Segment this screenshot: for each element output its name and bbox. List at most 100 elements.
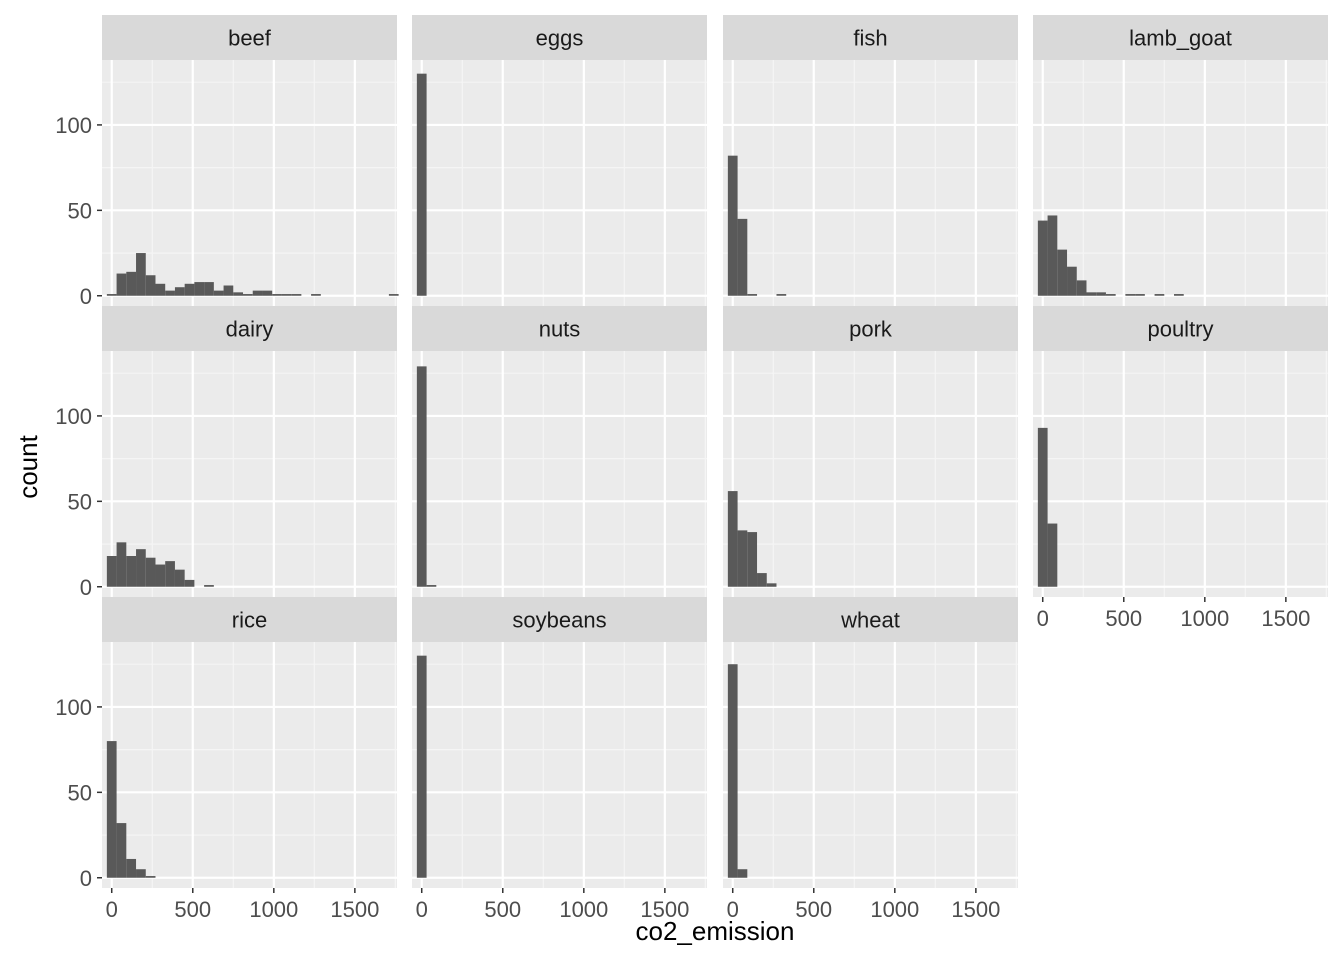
panel-background xyxy=(1033,60,1328,306)
facet-soybeans: soybeans 0 500 1000 1500 xyxy=(412,597,707,922)
x-tick-label: 0 xyxy=(106,897,118,922)
histogram-bar xyxy=(116,273,127,296)
facet-label: wheat xyxy=(840,608,900,633)
histogram-bar xyxy=(145,876,156,878)
histogram-bar xyxy=(281,294,292,296)
facet-strip xyxy=(102,306,397,351)
histogram-bar xyxy=(291,294,302,296)
histogram-bar xyxy=(416,655,427,878)
panel-background xyxy=(723,60,1018,306)
histogram-bar xyxy=(311,294,321,296)
y-axis-title: count xyxy=(13,434,43,498)
histogram-bar xyxy=(737,530,748,587)
panel-background xyxy=(1033,351,1328,597)
facet-label: lamb_goat xyxy=(1129,26,1232,51)
histogram-bar xyxy=(126,556,137,587)
facet-lamb_goat: lamb_goat xyxy=(1033,15,1328,306)
histogram-bar xyxy=(136,253,146,296)
histogram-bar xyxy=(184,579,195,587)
histogram-bar xyxy=(426,585,437,587)
histogram-bar xyxy=(1047,215,1058,296)
panel-background xyxy=(412,642,707,888)
histogram-bar xyxy=(1047,523,1058,587)
facet-wheat: wheat 0 500 1000 1500 xyxy=(723,597,1018,922)
x-tick-label: 1500 xyxy=(330,897,379,922)
histogram-bar xyxy=(1105,294,1116,296)
facet-strip xyxy=(102,15,397,60)
histogram-bar xyxy=(126,271,137,296)
histogram-bar xyxy=(1057,249,1068,296)
histogram-bar xyxy=(116,823,127,878)
facet-dairy: dairy 0 50 100 xyxy=(55,306,397,600)
histogram-bar xyxy=(204,282,214,296)
x-tick-label: 0 xyxy=(727,897,739,922)
histogram-bar xyxy=(747,532,758,587)
histogram-bar xyxy=(184,283,195,296)
panel-background xyxy=(723,642,1018,888)
histogram-bar xyxy=(174,287,185,296)
histogram-bar xyxy=(155,283,166,296)
facet-strip xyxy=(412,597,707,642)
facet-label: eggs xyxy=(536,26,584,51)
y-tick-label: 50 xyxy=(68,780,92,805)
facet-strip xyxy=(412,15,707,60)
y-tick-label: 100 xyxy=(55,113,92,138)
histogram-bar xyxy=(223,285,234,296)
histogram-bar xyxy=(1154,294,1165,296)
histogram-bar xyxy=(272,294,282,296)
histogram-bar xyxy=(252,290,263,296)
facet-strip xyxy=(723,15,1018,60)
facet-label: soybeans xyxy=(512,608,606,633)
histogram-bar xyxy=(1067,266,1077,296)
y-tick-label: 0 xyxy=(80,284,92,309)
y-tick-label: 50 xyxy=(68,198,92,223)
histogram-bar xyxy=(106,294,117,296)
facet-eggs: eggs xyxy=(412,15,707,306)
histogram-bar xyxy=(1086,292,1097,296)
histogram-bar xyxy=(165,290,175,296)
histogram-bar xyxy=(165,561,175,587)
x-tick-label: 1000 xyxy=(249,897,298,922)
facet-strip xyxy=(412,306,707,351)
histogram-bar xyxy=(747,294,758,296)
histogram-bar xyxy=(155,564,166,587)
facet-nuts: nuts xyxy=(412,306,707,597)
histogram-bar xyxy=(416,73,427,296)
panel-background xyxy=(412,351,707,597)
x-tick-label: 1000 xyxy=(559,897,608,922)
histogram-bar xyxy=(243,294,253,296)
panel-background xyxy=(723,351,1018,597)
panel-background xyxy=(102,60,397,306)
histogram-bar xyxy=(776,294,787,296)
histogram-bar xyxy=(727,155,738,296)
y-tick-label: 100 xyxy=(55,404,92,429)
y-tick-label: 100 xyxy=(55,695,92,720)
facet-pork: pork xyxy=(723,306,1018,597)
histogram-bar xyxy=(213,290,224,296)
x-axis-title: co2_emission xyxy=(636,916,795,946)
x-tick-label: 500 xyxy=(484,897,521,922)
histogram-bar xyxy=(126,858,137,878)
histogram-bar xyxy=(204,585,214,587)
histogram-bar xyxy=(174,569,185,587)
histogram-bar xyxy=(757,573,767,587)
x-tick-label: 1000 xyxy=(870,897,919,922)
facet-label: nuts xyxy=(539,317,581,342)
histogram-bar xyxy=(1037,427,1048,587)
histogram-bar xyxy=(766,583,777,587)
facet-label: rice xyxy=(232,608,267,633)
x-tick-label: 1500 xyxy=(951,897,1000,922)
facet-strip xyxy=(102,597,397,642)
x-tick-label: 1000 xyxy=(1180,606,1229,631)
histogram-bar xyxy=(136,549,146,587)
facet-beef: beef 0 50 100 xyxy=(55,15,399,309)
facet-strip xyxy=(723,306,1018,351)
histogram-bar xyxy=(145,275,156,296)
histogram-bar xyxy=(194,282,205,296)
histogram-bar xyxy=(727,664,738,878)
x-tick-label: 0 xyxy=(1037,606,1049,631)
histogram-bar xyxy=(1076,280,1087,296)
